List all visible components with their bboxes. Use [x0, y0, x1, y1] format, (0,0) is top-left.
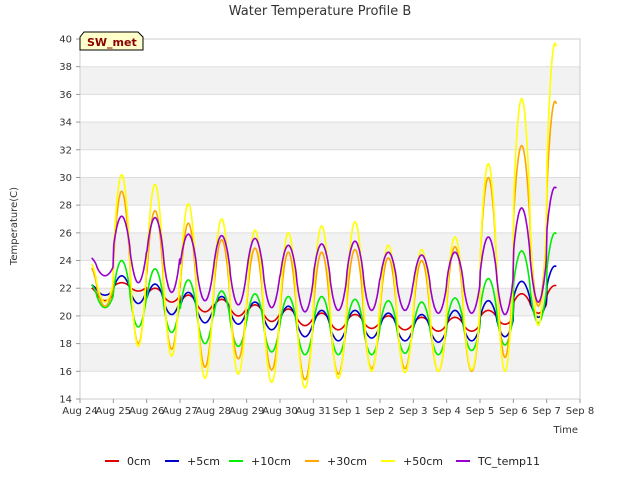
x-tick-label: Aug 29	[229, 406, 264, 417]
x-tick-label: Sep 8	[566, 406, 594, 417]
x-tick-label: Sep 7	[532, 406, 560, 417]
y-tick-label: 24	[59, 256, 72, 267]
y-tick-label: 36	[59, 90, 72, 101]
series-line-50cm	[90, 42, 558, 389]
series-layer	[90, 42, 558, 389]
plot-band	[80, 232, 580, 261]
plot-band	[80, 149, 580, 178]
plot-band	[80, 371, 580, 399]
series-line-tc-temp11	[91, 186, 557, 316]
plot-band	[80, 205, 580, 233]
y-tick-label: 20	[59, 311, 72, 322]
station-badge-label: SW_met	[87, 36, 137, 49]
plot-frame	[79, 38, 581, 400]
x-tick-label: Aug 27	[162, 406, 197, 417]
x-tick-label: Aug 25	[96, 406, 131, 417]
y-tick-label: 34	[59, 118, 72, 129]
legend-label: 0cm	[127, 455, 151, 468]
plot-band	[80, 122, 580, 150]
x-tick-label: Aug 28	[196, 406, 231, 417]
y-tick-label: 28	[59, 201, 72, 212]
x-tick-label: Aug 24	[62, 406, 97, 417]
y-tick-label: 18	[59, 339, 72, 350]
station-badge: SW_met	[79, 31, 144, 51]
y-tick-label: 14	[59, 395, 72, 406]
legend-label: +50cm	[403, 455, 443, 468]
y-tick-label: 38	[59, 62, 72, 73]
plot-band	[80, 343, 580, 372]
x-tick-label: Sep 5	[466, 406, 494, 417]
y-axis: 14 16 18 20 22 24 26 28 30 32 34 36 38 40	[59, 35, 80, 406]
x-tick-label: Sep 6	[499, 406, 527, 417]
y-tick-label: 32	[59, 145, 72, 156]
y-axis-label: Temperature(C)	[9, 187, 20, 266]
x-axis-label: Time	[553, 425, 578, 436]
legend-label: +10cm	[251, 455, 291, 468]
x-tick-label: Aug 31	[296, 406, 331, 417]
plot-band	[80, 39, 580, 67]
plot-band	[80, 94, 580, 123]
legend-label: +5cm	[187, 455, 220, 468]
plot-band	[80, 66, 580, 95]
x-tick-label: Aug 30	[262, 406, 297, 417]
station-badge-shape	[79, 31, 144, 51]
y-tick-label: 26	[59, 228, 72, 239]
x-tick-label: Sep 2	[366, 406, 394, 417]
legend-label: +30cm	[327, 455, 367, 468]
y-tick-label: 40	[59, 35, 72, 46]
x-tick-label: Sep 1	[332, 406, 360, 417]
x-tick-label: Sep 3	[399, 406, 427, 417]
x-tick-label: Sep 4	[432, 406, 460, 417]
y-tick-label: 30	[59, 173, 72, 184]
chart-title: Water Temperature Profile B	[229, 4, 412, 19]
plot-band	[80, 177, 580, 206]
legend: 0cm +5cm +10cm +30cm +50cm TC_temp11	[105, 455, 540, 468]
legend-label: TC_temp11	[477, 455, 540, 468]
y-tick-label: 22	[59, 284, 72, 295]
y-tick-label: 16	[59, 367, 72, 378]
x-tick-label: Aug 26	[129, 406, 164, 417]
